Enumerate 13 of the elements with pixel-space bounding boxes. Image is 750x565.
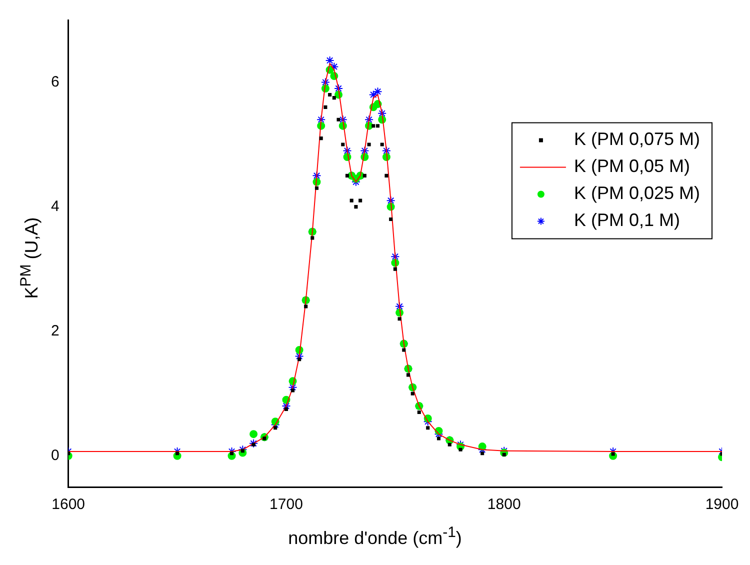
y-tick-label: 4 (51, 198, 60, 215)
y-tick-label: 0 (51, 447, 60, 464)
x-tick-label: 1800 (487, 496, 521, 514)
legend-label: K (PM 0,05 M) (574, 156, 690, 176)
x-tick-label: 1600 (52, 496, 86, 514)
legend-label: K (PM 0,1 M) (574, 210, 680, 230)
x-axis-title: nombre d'onde (cm$^{-1}$) (287, 524, 463, 549)
x-tick-label: 1700 (270, 496, 303, 514)
y-tick-label: 6 (51, 73, 60, 90)
legend-label: K (PM 0,025 M) (574, 183, 700, 204)
y-tick-label: 2 (51, 322, 60, 340)
legend-label: K (PM 0,075 M) (574, 129, 700, 150)
x-tick-label: 1900 (705, 496, 739, 514)
